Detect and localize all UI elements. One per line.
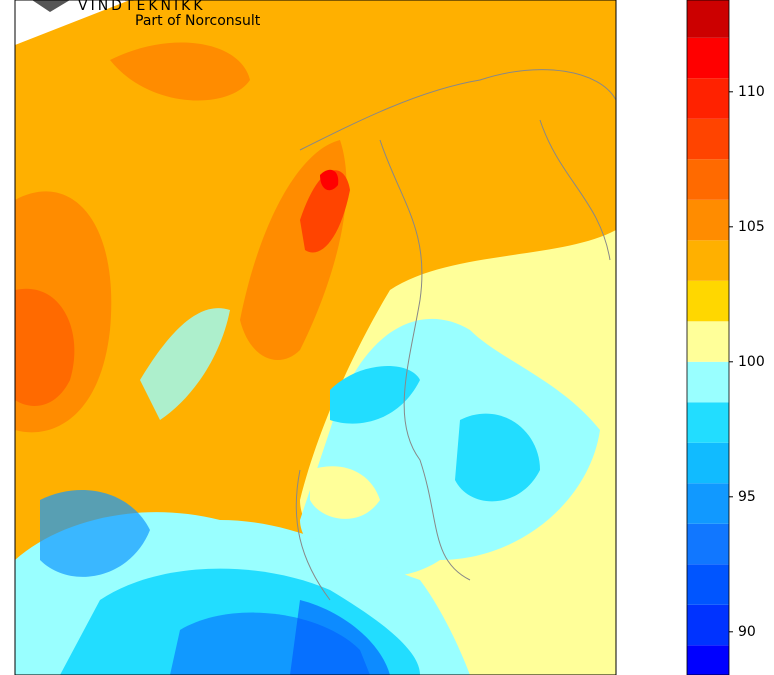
mountain-region: [320, 169, 339, 191]
colorbar-segment: [687, 280, 729, 322]
colorbar-tick-label: 95: [738, 489, 756, 505]
colorbar-frame: [686, 0, 730, 675]
colorbar-segment: [687, 240, 729, 281]
mountain-region: [40, 490, 150, 577]
land-region: [330, 366, 420, 424]
colorbar-segment: [687, 564, 729, 605]
colorbar-segment: [687, 78, 729, 119]
land-region: [310, 466, 380, 519]
colorbar-segment: [687, 118, 729, 160]
border-line: [295, 69, 616, 601]
colorbar-segment: [687, 37, 729, 79]
colorbar-segment: [687, 523, 729, 565]
offshore-region: [15, 288, 75, 406]
colorbar-segment: [687, 321, 729, 362]
colorbar-tick-label: 105: [738, 219, 765, 235]
colorbar-segment: [687, 442, 729, 484]
colorbar-segment: [687, 199, 729, 241]
colorbar-segment: [687, 159, 729, 200]
mountain-region: [300, 170, 350, 253]
land-region: [290, 600, 390, 675]
coast-region: [140, 308, 230, 420]
colorbar-tick-label: 100: [738, 354, 765, 370]
colorbar-segment: [687, 645, 729, 675]
colorbar-segment: [687, 0, 729, 38]
colorbar-tick-label: 90: [738, 624, 756, 640]
colorbar-segment: [687, 361, 729, 403]
land-region: [455, 413, 540, 502]
colorbar: 90 95 100 105 110: [686, 0, 765, 675]
colorbar-segment: [687, 402, 729, 443]
colorbar-tick-label: 110: [738, 84, 765, 100]
logo-tagline: Part of Norconsult: [135, 13, 261, 29]
colorbar-segment: [687, 483, 729, 524]
logo-background: [15, 0, 130, 45]
logo-icon: [32, 0, 70, 12]
logo-name: VINDTEKNIKK: [78, 0, 206, 14]
map: VINDTEKNIKK Part of Norconsult: [15, 0, 616, 675]
map-frame: [14, 0, 617, 675]
colorbar-segment: [687, 604, 729, 646]
offshore-region: [110, 42, 250, 101]
